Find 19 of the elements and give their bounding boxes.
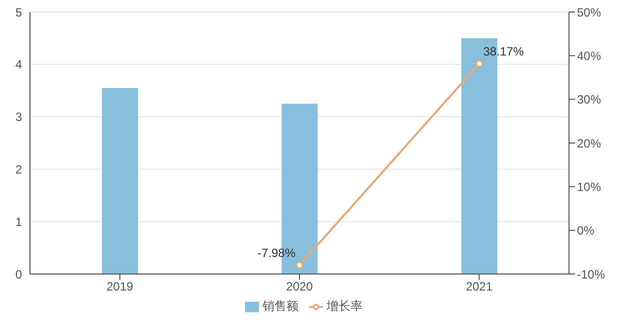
x-tick-label: 2021 — [466, 280, 493, 294]
y2-tick-label: 40% — [577, 48, 602, 63]
y2-tick-label: 50% — [577, 5, 602, 20]
bar — [102, 88, 138, 274]
y2-tick-label: -10% — [577, 267, 606, 282]
y2-tick-label: 10% — [577, 180, 602, 194]
y2-tick-label: 0% — [577, 224, 595, 238]
y2-tick-label: 20% — [577, 136, 602, 150]
y-tick-label: 0 — [15, 267, 22, 282]
legend-label: 增长率 — [326, 299, 362, 313]
y2-tick-label: 30% — [577, 92, 602, 107]
y-tick-label: 1 — [15, 214, 22, 229]
y-tick-label: 4 — [15, 58, 22, 72]
y-tick-label: 2 — [15, 162, 22, 176]
y-tick-label: 3 — [15, 110, 22, 124]
x-tick-label: 2019 — [106, 280, 134, 294]
y-tick-label: 5 — [15, 5, 22, 20]
legend-label: 销售额 — [262, 299, 298, 313]
x-tick-label: 2020 — [286, 280, 314, 294]
